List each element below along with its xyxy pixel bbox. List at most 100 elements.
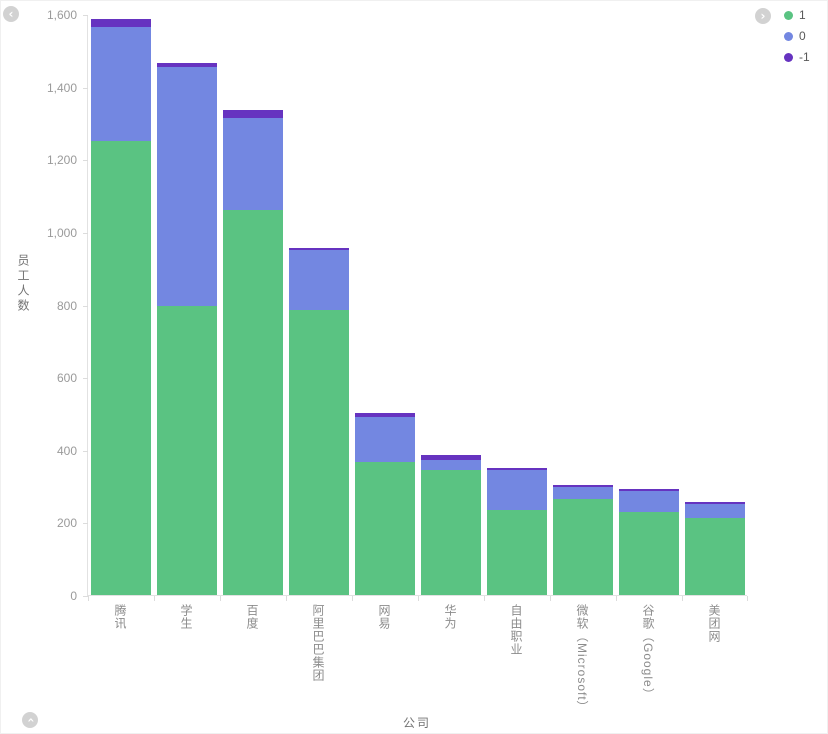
bar-8[interactable] (553, 485, 613, 595)
bar-1[interactable] (91, 19, 151, 595)
bar-2[interactable] (157, 63, 217, 595)
x-axis-label: 华为 (443, 604, 457, 630)
x-axis-label: 谷歌（Google） (641, 604, 655, 701)
legend-label: -1 (799, 50, 810, 64)
x-axis-tick (88, 596, 89, 601)
bar-segment-series-0[interactable] (157, 66, 217, 307)
bar-segment-series-1[interactable] (289, 309, 349, 595)
legend-dot-icon (784, 11, 793, 20)
y-axis-tick (83, 378, 88, 380)
legend-item--1[interactable]: -1 (784, 51, 810, 64)
x-axis-label: 百度 (245, 604, 259, 630)
bar-segment-series-0[interactable] (91, 26, 151, 142)
bar-segment-series-0[interactable] (619, 490, 679, 512)
y-axis-tick-label: 1,600 (46, 8, 77, 22)
bar-10[interactable] (685, 502, 745, 595)
chevron-up-icon: › (22, 717, 37, 723)
y-axis-tick (83, 15, 88, 16)
y-axis-tick (83, 305, 88, 307)
y-axis-tick-label: 0 (70, 589, 77, 603)
bar-4[interactable] (289, 248, 349, 595)
x-axis-labels: 腾讯 学生 百度 阿里巴巴集团 网易 华为 自由职业 微软（Microsoft） 谷歌（Goog… (87, 604, 747, 716)
y-axis-tick-label: 400 (56, 443, 77, 458)
legend-label: 0 (799, 29, 806, 43)
bar-segment-series-1[interactable] (487, 510, 547, 595)
x-axis-label: 学生 (179, 604, 193, 630)
x-axis-tick (484, 596, 485, 601)
y-axis-tick (83, 232, 88, 234)
bar-segment-series--1[interactable] (421, 455, 481, 460)
x-axis-tick (418, 596, 419, 601)
bar-segment-series-1[interactable] (685, 518, 745, 595)
x-axis-tick (352, 596, 353, 601)
legend-item-0[interactable]: 0 (784, 30, 810, 43)
bar-segment-series-1[interactable] (619, 511, 679, 595)
bar-7[interactable] (487, 467, 547, 595)
x-axis-label: 网易 (377, 604, 391, 630)
bar-segment-series-1[interactable] (157, 306, 217, 595)
y-axis-title: 员工人数 (16, 254, 30, 314)
y-axis-tick (83, 160, 88, 162)
bar-6[interactable] (421, 455, 481, 595)
x-axis-tick (550, 596, 551, 601)
bar-segment-series--1[interactable] (355, 413, 415, 417)
bar-segment-series-0[interactable] (355, 416, 415, 463)
legend: 1 0 -1 (784, 9, 810, 64)
x-axis-tick (286, 596, 287, 601)
x-axis-tick (616, 596, 617, 601)
scroll-right-button[interactable]: › (755, 8, 771, 24)
bar-segment-series--1[interactable] (289, 248, 349, 251)
scroll-left-button[interactable]: ‹ (3, 6, 19, 22)
x-axis-tick (220, 596, 221, 601)
bar-segment-series-0[interactable] (223, 117, 283, 211)
x-axis-tick (682, 596, 683, 601)
bar-segment-series-1[interactable] (553, 499, 613, 595)
bar-segment-series--1[interactable] (157, 63, 217, 67)
bar-segment-series-1[interactable] (355, 462, 415, 595)
bar-segment-series-0[interactable] (289, 250, 349, 310)
legend-dot-icon (784, 53, 793, 62)
y-axis-tick-label: 800 (56, 298, 77, 313)
y-axis-tick-label: 1,200 (46, 153, 77, 168)
bar-segment-series-0[interactable] (685, 503, 745, 518)
x-axis-label: 腾讯 (113, 604, 127, 630)
y-axis-tick (83, 87, 88, 89)
x-axis-tick (154, 596, 155, 601)
bar-segment-series--1[interactable] (91, 19, 151, 27)
x-axis-label: 微软（Microsoft） (575, 604, 589, 714)
bar-segment-series-1[interactable] (223, 210, 283, 595)
chevron-right-icon: › (760, 9, 766, 23)
y-axis-tick (83, 450, 88, 452)
y-axis-tick-label: 1,000 (46, 225, 77, 240)
x-axis-tick (747, 596, 748, 601)
x-axis-label: 阿里巴巴集团 (311, 604, 325, 682)
x-axis-label: 美团网 (707, 604, 721, 643)
y-axis-tick (83, 596, 88, 597)
y-axis-tick-label: 200 (56, 516, 77, 531)
chevron-left-icon: ‹ (8, 7, 14, 21)
x-axis-title: 公司 (402, 716, 431, 730)
plot-area (83, 15, 748, 601)
bar-segment-series-0[interactable] (553, 486, 613, 500)
bar-segment-series--1[interactable] (223, 110, 283, 118)
bar-3[interactable] (223, 110, 283, 595)
bar-segment-series-1[interactable] (421, 469, 481, 595)
bar-5[interactable] (355, 413, 415, 595)
y-axis-tick-label: 1,400 (46, 80, 77, 95)
bar-segment-series--1[interactable] (487, 467, 547, 470)
bar-segment-series--1[interactable] (685, 502, 745, 504)
legend-item-1[interactable]: 1 (784, 9, 810, 22)
bar-segment-series-0[interactable] (421, 459, 481, 470)
x-axis-label: 自由职业 (509, 604, 523, 656)
bar-segment-series-1[interactable] (91, 141, 151, 595)
bar-segment-series--1[interactable] (553, 485, 613, 487)
bar-segment-series-0[interactable] (487, 469, 547, 510)
y-axis-tick (83, 523, 88, 525)
legend-dot-icon (784, 32, 793, 41)
scroll-up-button[interactable]: › (22, 712, 38, 728)
bar-9[interactable] (619, 488, 679, 595)
y-axis: 0 200 400 600 800 1,000 1,200 1,400 1,600 (1, 1, 87, 611)
bar-segment-series--1[interactable] (619, 488, 679, 491)
y-axis-tick-label: 600 (56, 371, 77, 386)
